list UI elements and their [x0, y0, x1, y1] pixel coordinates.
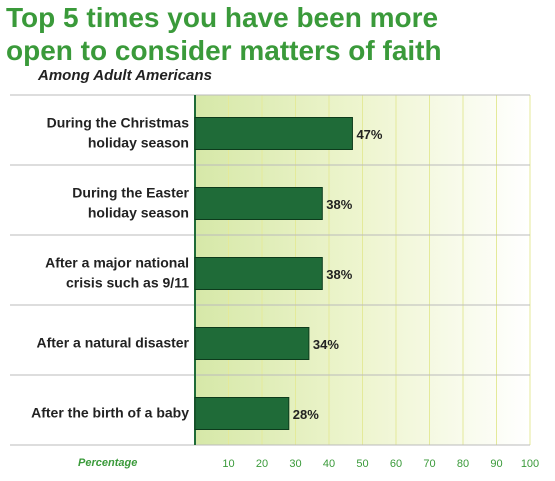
category-label: After the birth of a baby — [31, 404, 189, 420]
bar — [194, 327, 310, 360]
bar — [194, 187, 323, 220]
x-tick-label: 30 — [289, 458, 301, 470]
value-label: 38% — [326, 267, 352, 282]
x-axis-label: Percentage — [78, 457, 137, 469]
value-label: 38% — [326, 197, 352, 212]
category-label: After a natural disaster — [37, 334, 190, 350]
bar — [194, 397, 290, 430]
x-tick-label: 60 — [390, 458, 402, 470]
x-tick-label: 90 — [490, 458, 502, 470]
category-label: During the Christmas holiday season — [47, 114, 190, 150]
x-tick-label: 40 — [323, 458, 335, 470]
x-tick-label: 50 — [356, 458, 368, 470]
x-tick-label: 70 — [423, 458, 435, 470]
x-tick-label: 100 — [521, 458, 539, 470]
value-label: 47% — [356, 127, 382, 142]
bar — [194, 257, 323, 290]
chart-subtitle: Among Adult Americans — [37, 67, 212, 84]
chart-title: Top 5 times you have been more open to co… — [6, 2, 442, 66]
x-tick-label: 80 — [457, 458, 469, 470]
value-label: 34% — [313, 337, 339, 352]
category-label: During the Easter holiday season — [72, 184, 189, 220]
bar — [194, 117, 353, 150]
value-label: 28% — [293, 407, 319, 422]
x-tick-label: 20 — [256, 458, 268, 470]
category-label: After a major national crisis such as 9/1… — [45, 254, 189, 290]
x-tick-label: 10 — [222, 458, 234, 470]
